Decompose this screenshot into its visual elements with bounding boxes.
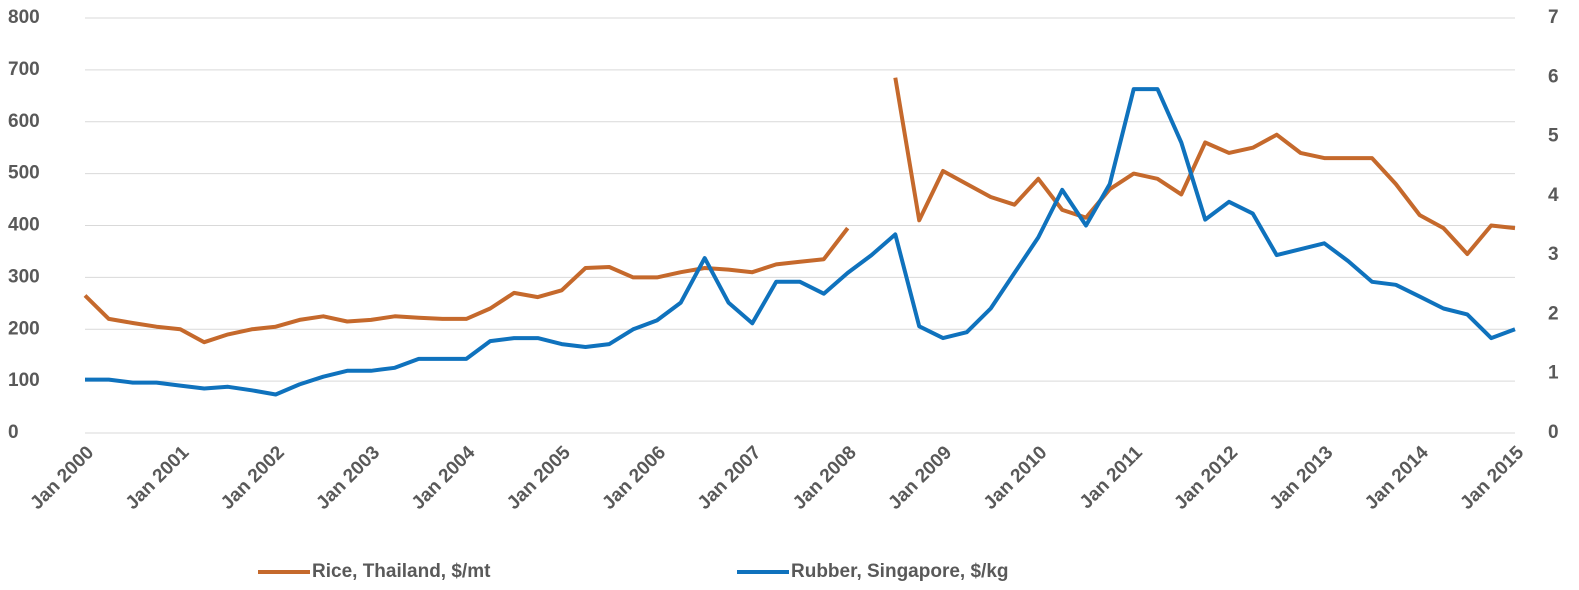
legend-label: Rice, Thailand, $/mt [312, 561, 491, 582]
x-tick-label: Jan 2013 [1266, 442, 1338, 514]
x-tick-label: Jan 2011 [1076, 442, 1147, 513]
x-tick-label: Jan 2005 [503, 442, 575, 514]
y2-tick-label: 5 [1548, 126, 1559, 147]
series-line [83, 77, 1516, 345]
y-tick-label: 0 [8, 422, 19, 443]
y-tick-label: 500 [8, 163, 40, 184]
y-tick-label: 300 [8, 266, 40, 287]
legend-label: Rubber, Singapore, $/kg [791, 561, 1009, 582]
y2-tick-label: 7 [1548, 7, 1559, 28]
series-line [85, 87, 1516, 397]
y-tick-label: 600 [8, 111, 40, 132]
y2-tick-label: 0 [1548, 422, 1559, 443]
y-tick-label: 700 [8, 59, 40, 80]
x-tick-label: Jan 2006 [598, 442, 670, 514]
x-tick-label: Jan 2004 [408, 442, 480, 514]
x-tick-label: Jan 2001 [122, 442, 194, 514]
y2-tick-label: 4 [1548, 185, 1559, 206]
x-tick-label: Jan 2009 [884, 442, 956, 514]
x-tick-label: Jan 2010 [980, 442, 1052, 514]
y-tick-label: 800 [8, 7, 40, 28]
y-tick-label: 200 [8, 318, 40, 339]
y-tick-label: 100 [8, 370, 40, 391]
y-tick-label: 400 [8, 215, 40, 236]
y2-tick-label: 6 [1548, 66, 1559, 87]
x-tick-label: Jan 2015 [1456, 442, 1528, 514]
x-tick-label: Jan 2014 [1361, 442, 1433, 514]
x-tick-label: Jan 2008 [789, 442, 861, 514]
x-tick-label: Jan 2002 [217, 442, 289, 514]
x-tick-label: Jan 2012 [1170, 442, 1242, 514]
x-tick-label: Jan 2003 [312, 442, 384, 514]
y2-tick-label: 1 [1548, 363, 1559, 384]
x-tick-label: Jan 2007 [694, 442, 766, 514]
x-tick-label: Jan 2000 [26, 442, 98, 514]
y2-tick-label: 2 [1548, 303, 1559, 324]
y2-tick-label: 3 [1548, 244, 1559, 265]
